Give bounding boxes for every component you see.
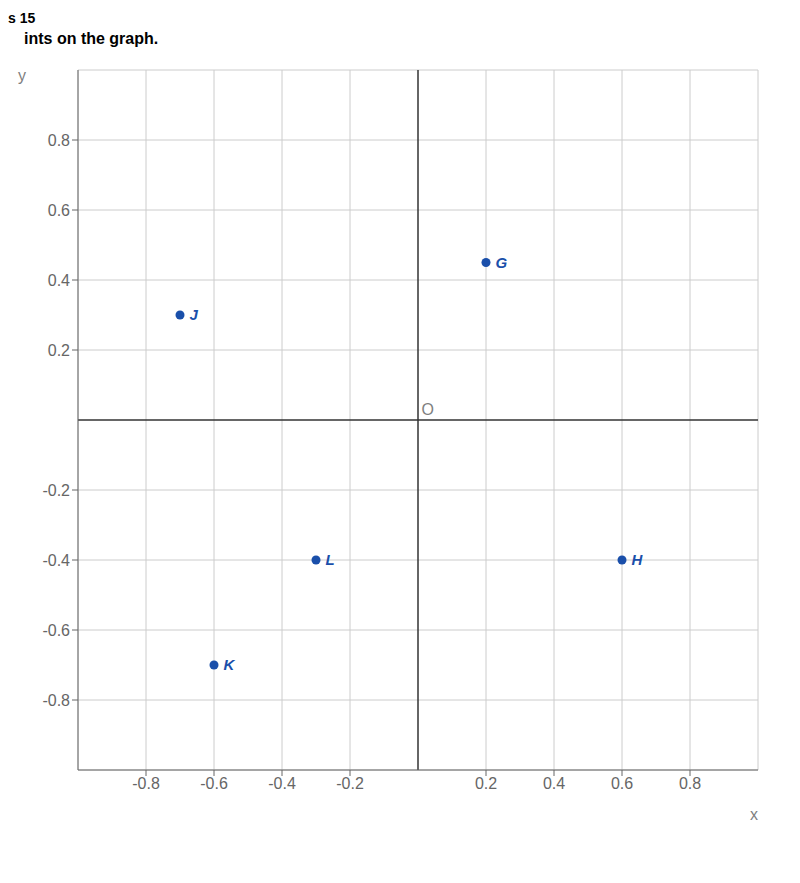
svg-text:-0.4: -0.4 <box>268 775 296 792</box>
svg-text:0.8: 0.8 <box>48 132 70 149</box>
svg-text:x: x <box>750 806 758 823</box>
svg-text:0.8: 0.8 <box>679 775 701 792</box>
svg-text:-0.8: -0.8 <box>42 692 70 709</box>
svg-text:0.2: 0.2 <box>48 342 70 359</box>
html-text:s 15: s 15 <box>8 10 36 26</box>
svg-text:0.6: 0.6 <box>48 202 70 219</box>
svg-text:y: y <box>18 67 26 84</box>
svg-text:K: K <box>224 656 236 673</box>
html-text:ints on the graph.: ints on the graph. <box>24 30 159 47</box>
svg-text:0.4: 0.4 <box>48 272 70 289</box>
svg-text:0.6: 0.6 <box>611 775 633 792</box>
svg-text:H: H <box>632 551 644 568</box>
svg-text:O: O <box>422 401 434 418</box>
svg-text:-0.6: -0.6 <box>200 775 228 792</box>
svg-text:0.4: 0.4 <box>543 775 565 792</box>
svg-text:-0.8: -0.8 <box>132 775 160 792</box>
svg-text:0.2: 0.2 <box>475 775 497 792</box>
svg-text:L: L <box>326 551 335 568</box>
svg-text:-0.4: -0.4 <box>42 552 70 569</box>
svg-text:-0.2: -0.2 <box>336 775 364 792</box>
svg-text:-0.6: -0.6 <box>42 622 70 639</box>
svg-text:J: J <box>190 306 199 323</box>
svg-text:G: G <box>496 254 508 271</box>
svg-text:-0.2: -0.2 <box>42 482 70 499</box>
